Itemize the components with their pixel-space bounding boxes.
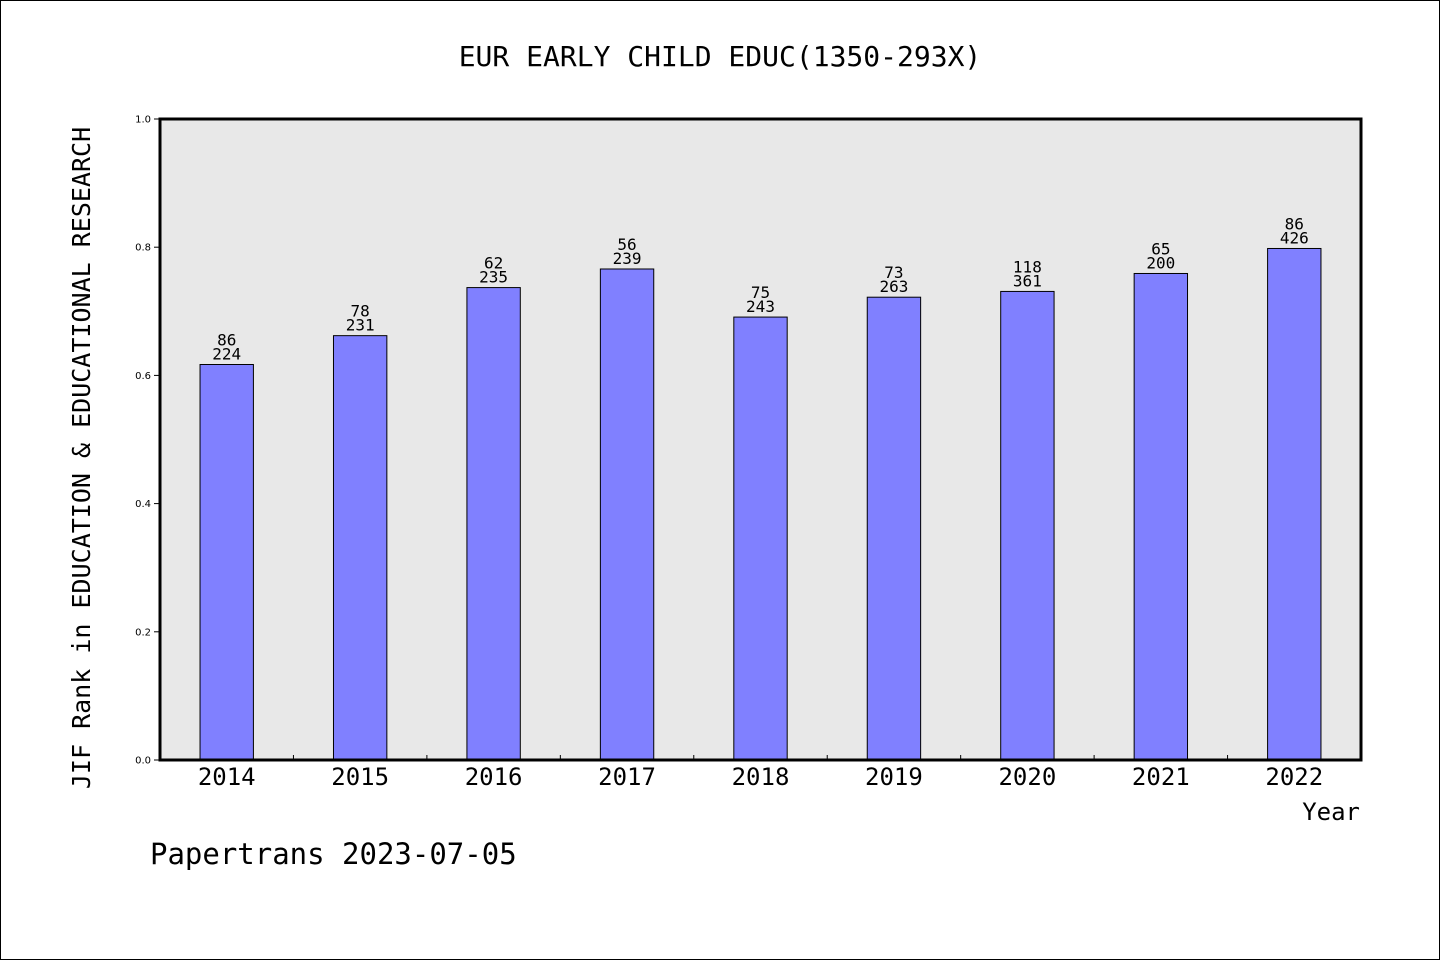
total-label-2014: 224 <box>212 345 241 364</box>
x-axis: 2014 2015 2016 2017 2018 2019 2020 2021 2022 <box>198 755 1323 791</box>
x-tick-label-2018: 2018 <box>732 763 790 791</box>
y-tick-label: 0.6 <box>135 371 151 382</box>
x-tick-label-2014: 2014 <box>198 763 256 791</box>
x-tick-label-2019: 2019 <box>865 763 923 791</box>
y-axis-label: JIF Rank in EDUCATION & EDUCATIONAL RESE… <box>67 127 96 789</box>
x-tick-label-2021: 2021 <box>1132 763 1190 791</box>
total-label-2022: 426 <box>1280 228 1309 247</box>
rank-label-2020: 118 <box>1013 257 1042 276</box>
rank-label-2022: 86 <box>1285 214 1304 233</box>
rank-label-2014: 86 <box>217 331 236 350</box>
x-axis-label: Year <box>1302 798 1360 826</box>
y-tick-label: 0.8 <box>135 243 151 254</box>
total-label-2020: 361 <box>1013 271 1042 290</box>
bar-series <box>199 247 1322 761</box>
plot-border <box>158 117 1363 762</box>
bar-2016 <box>466 287 521 761</box>
total-label-2018: 243 <box>746 297 775 316</box>
y-tick-label: 0.2 <box>135 627 151 638</box>
bar-2019 <box>866 296 922 761</box>
bar-2015 <box>332 335 388 761</box>
total-label-2017: 239 <box>613 249 642 268</box>
y-tick-label: 1.0 <box>135 115 151 126</box>
bar-2014 <box>199 364 254 761</box>
bar-labels: 8622478231622355623975243732631183616520… <box>212 214 1308 363</box>
bar-2022 <box>1267 247 1322 761</box>
rank-label-2017: 56 <box>617 235 636 254</box>
total-label-2019: 263 <box>879 277 908 296</box>
rank-label-2015: 78 <box>351 302 370 321</box>
x-tick-label-2016: 2016 <box>465 763 523 791</box>
x-tick-label-2017: 2017 <box>598 763 656 791</box>
chart-title: EUR EARLY CHILD EDUC(1350-293X) <box>459 40 982 73</box>
x-tick-label-2022: 2022 <box>1265 763 1323 791</box>
total-label-2015: 231 <box>346 316 375 335</box>
total-label-2021: 200 <box>1146 253 1175 272</box>
rank-label-2019: 73 <box>884 263 903 282</box>
x-tick-label-2020: 2020 <box>998 763 1056 791</box>
y-axis: 0.0 0.2 0.4 0.6 0.8 1.0 <box>135 115 160 767</box>
x-tick-label-2015: 2015 <box>331 763 389 791</box>
bar-2017 <box>599 268 655 761</box>
bar-2021 <box>1133 272 1189 761</box>
total-label-2016: 235 <box>479 268 508 287</box>
rank-label-2016: 62 <box>484 254 503 273</box>
rank-label-2021: 65 <box>1151 239 1170 258</box>
y-tick-label: 0.4 <box>135 499 151 510</box>
rank-label-2018: 75 <box>751 283 770 302</box>
y-tick-label: 0.0 <box>135 756 151 767</box>
bar-2018 <box>733 316 788 761</box>
bar-2020 <box>1000 290 1055 761</box>
footer-credit: Papertrans 2023-07-05 <box>150 837 517 871</box>
